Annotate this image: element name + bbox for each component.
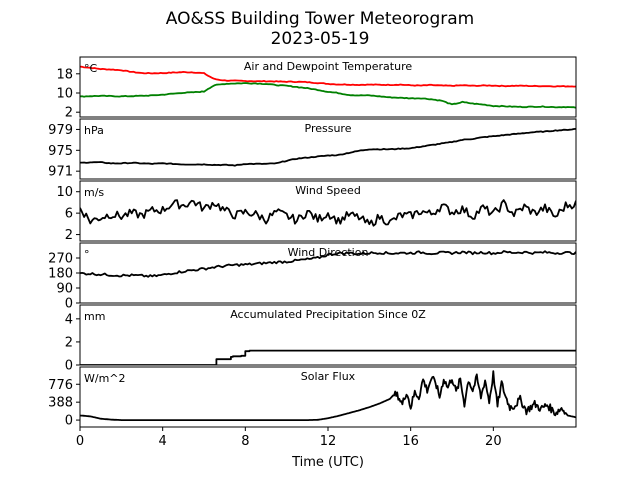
y-tick-label: 971 [48, 165, 73, 180]
y-tick-label: 975 [48, 144, 73, 159]
chart-subtitle: 2023-05-19 [271, 29, 370, 49]
panel-1: 971 975 979 hPa Pressure [48, 118, 577, 180]
series-line-5-0 [80, 370, 576, 421]
y-tick-label: 90 [56, 282, 73, 297]
y-tick-label: 0 [65, 297, 73, 312]
y-tick-label: 10 [56, 87, 73, 102]
chart-title: AO&SS Building Tower Meteorogram [166, 9, 474, 29]
y-tick-label: 2 [65, 228, 73, 243]
series-line-2-0 [80, 199, 576, 227]
panel-unit: W/m^2 [84, 372, 126, 385]
x-tick-label: 0 [76, 434, 84, 449]
series-line-3-0 [80, 250, 576, 278]
y-tick-label: 0 [65, 414, 73, 429]
panel-4: 0 2 4 mm Accumulated Precipitation Since 0Z [65, 304, 577, 374]
panel-title: Air and Dewpoint Temperature [244, 60, 412, 73]
y-tick-label: 18 [56, 67, 73, 82]
x-tick-label: 4 [159, 434, 167, 449]
panel-title: Wind Speed [295, 184, 361, 197]
x-tick-label: 8 [241, 434, 249, 449]
x-tick-label: 16 [402, 434, 419, 449]
y-tick-label: 10 [56, 185, 73, 200]
panel-unit: ° [84, 248, 90, 261]
x-tick-label: 12 [320, 434, 337, 449]
x-tick-label: 20 [485, 434, 502, 449]
panel-title: Solar Flux [301, 370, 356, 383]
panel-unit: hPa [84, 124, 104, 137]
panel-unit: °C [84, 62, 98, 75]
y-tick-label: 6 [65, 207, 73, 222]
panel-0: 2 10 18 °C Air and Dewpoint Temperature [56, 56, 577, 121]
panel-title: Wind Direction [288, 246, 369, 259]
panel-unit: m/s [84, 186, 104, 199]
panel-frame-0 [79, 56, 577, 118]
y-tick-label: 776 [48, 378, 73, 393]
panel-frame-4 [79, 304, 577, 366]
panel-title: Pressure [305, 122, 352, 135]
series-line-1-0 [80, 128, 576, 167]
series-line-0-0 [80, 65, 576, 88]
y-tick-label: 2 [65, 106, 73, 121]
y-tick-label: 180 [48, 267, 73, 282]
panel-5: 0 388 776 W/m^2 Solar Flux [48, 366, 577, 429]
panel-frame-2 [79, 180, 577, 242]
x-axis: 0 4 8 12 16 20 [76, 427, 502, 449]
y-tick-label: 2 [65, 335, 73, 350]
series-line-0-1 [80, 82, 576, 109]
panel-title: Accumulated Precipitation Since 0Z [230, 308, 426, 321]
panel-frame-1 [79, 118, 577, 180]
series-line-4-0 [80, 349, 576, 365]
y-tick-label: 979 [48, 123, 73, 138]
y-tick-label: 270 [48, 252, 73, 267]
panel-2: 2 6 10 m/s Wind Speed [56, 180, 577, 243]
x-axis-label: Time (UTC) [291, 455, 364, 470]
panel-unit: mm [84, 310, 105, 323]
y-tick-label: 0 [65, 359, 73, 374]
y-tick-label: 388 [48, 396, 73, 411]
y-tick-label: 4 [65, 312, 73, 327]
